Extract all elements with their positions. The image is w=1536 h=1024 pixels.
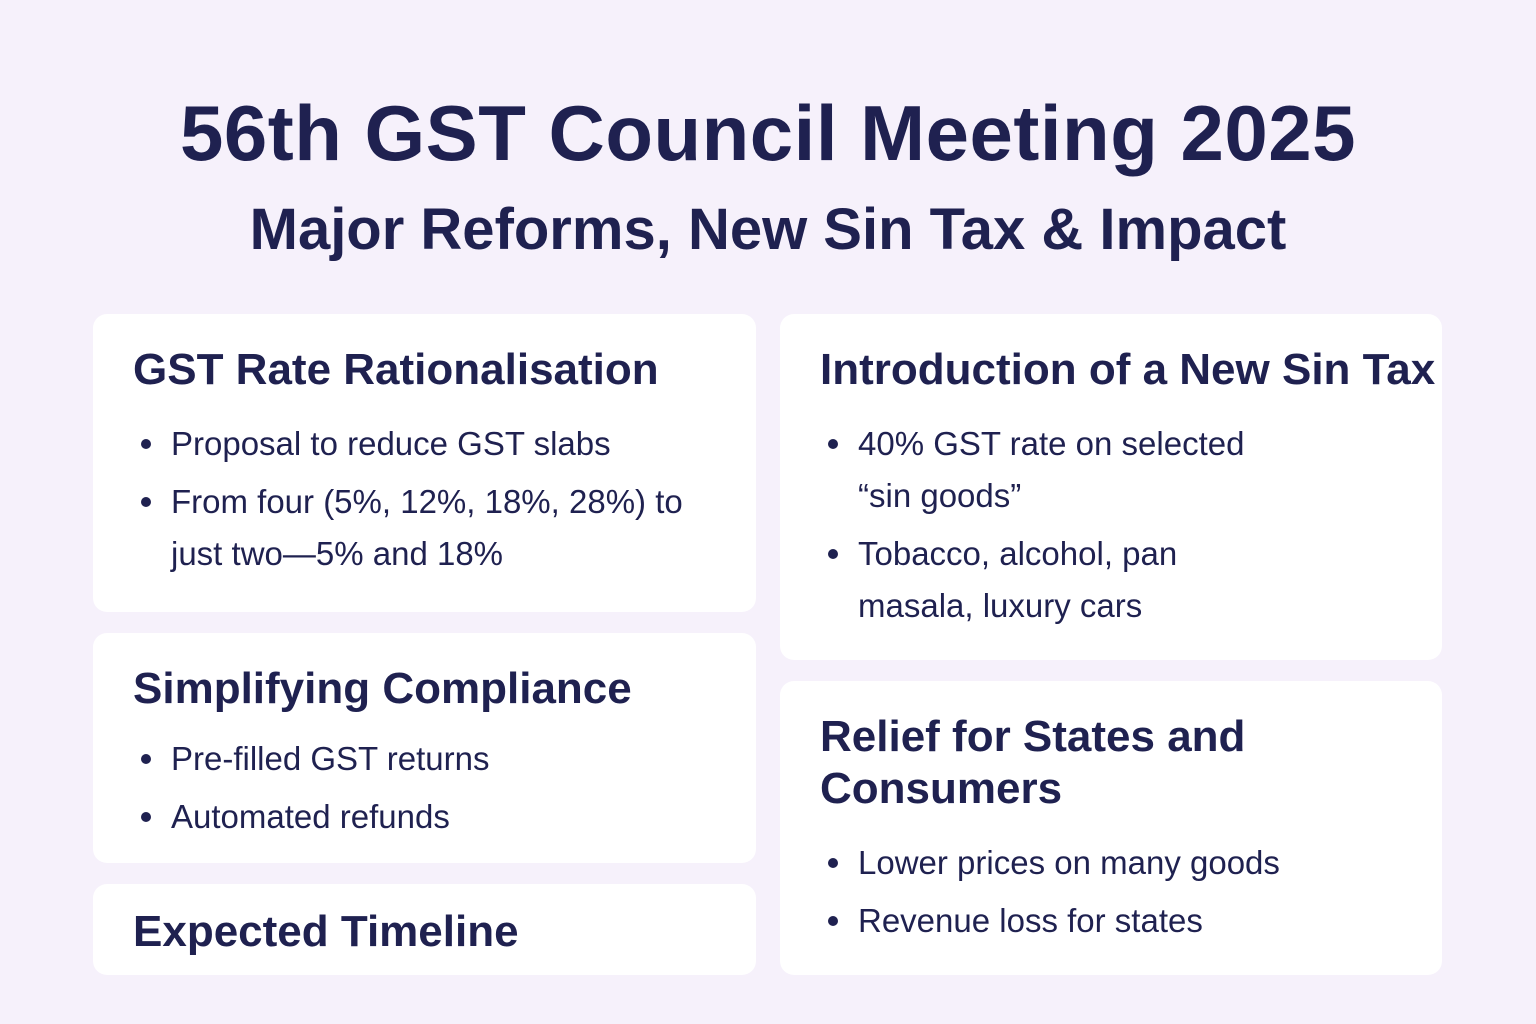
card-heading: Relief for States and Consumers xyxy=(820,712,1246,813)
list-item: From four (5%, 12%, 18%, 28%) to just tw… xyxy=(133,476,716,580)
card-rate-rationalisation: GST Rate Rationalisation Proposal to red… xyxy=(93,314,756,612)
list-item: Revenue loss for states xyxy=(820,895,1402,947)
page-title: 56th GST Council Meeting 2025 xyxy=(179,89,1357,177)
list-item: Pre-filled GST returns xyxy=(133,733,716,785)
list-item: Automated refunds xyxy=(133,791,716,843)
bullet-list: Pre-filled GST returns Automated refunds xyxy=(133,733,716,843)
card-simplifying-compliance: Simplifying Compliance Pre-filled GST re… xyxy=(93,633,756,863)
bullet-list: Proposal to reduce GST slabs From four (… xyxy=(133,418,716,580)
bullet-list: Lower prices on many goods Revenue loss … xyxy=(820,837,1402,947)
page-subtitle: Major Reforms, New Sin Tax & Impact xyxy=(249,197,1287,262)
bullet-list: 40% GST rate on selected “sin goods” Tob… xyxy=(820,418,1300,632)
card-heading: Introduction of a New Sin Tax xyxy=(820,345,1436,394)
card-new-sin-tax: Introduction of a New Sin Tax 40% GST ra… xyxy=(780,314,1442,660)
card-heading: Simplifying Compliance xyxy=(133,664,632,713)
card-heading: GST Rate Rationalisation xyxy=(133,345,659,394)
list-item: Proposal to reduce GST slabs xyxy=(133,418,716,470)
list-item: Lower prices on many goods xyxy=(820,837,1402,889)
card-heading: Expected Timeline xyxy=(133,907,519,956)
list-item: Tobacco, alcohol, pan masala, luxury car… xyxy=(820,528,1300,632)
card-expected-timeline: Expected Timeline xyxy=(93,884,756,975)
card-relief-states-consumers: Relief for States and Consumers Lower pr… xyxy=(780,681,1442,975)
list-item: 40% GST rate on selected “sin goods” xyxy=(820,418,1300,522)
